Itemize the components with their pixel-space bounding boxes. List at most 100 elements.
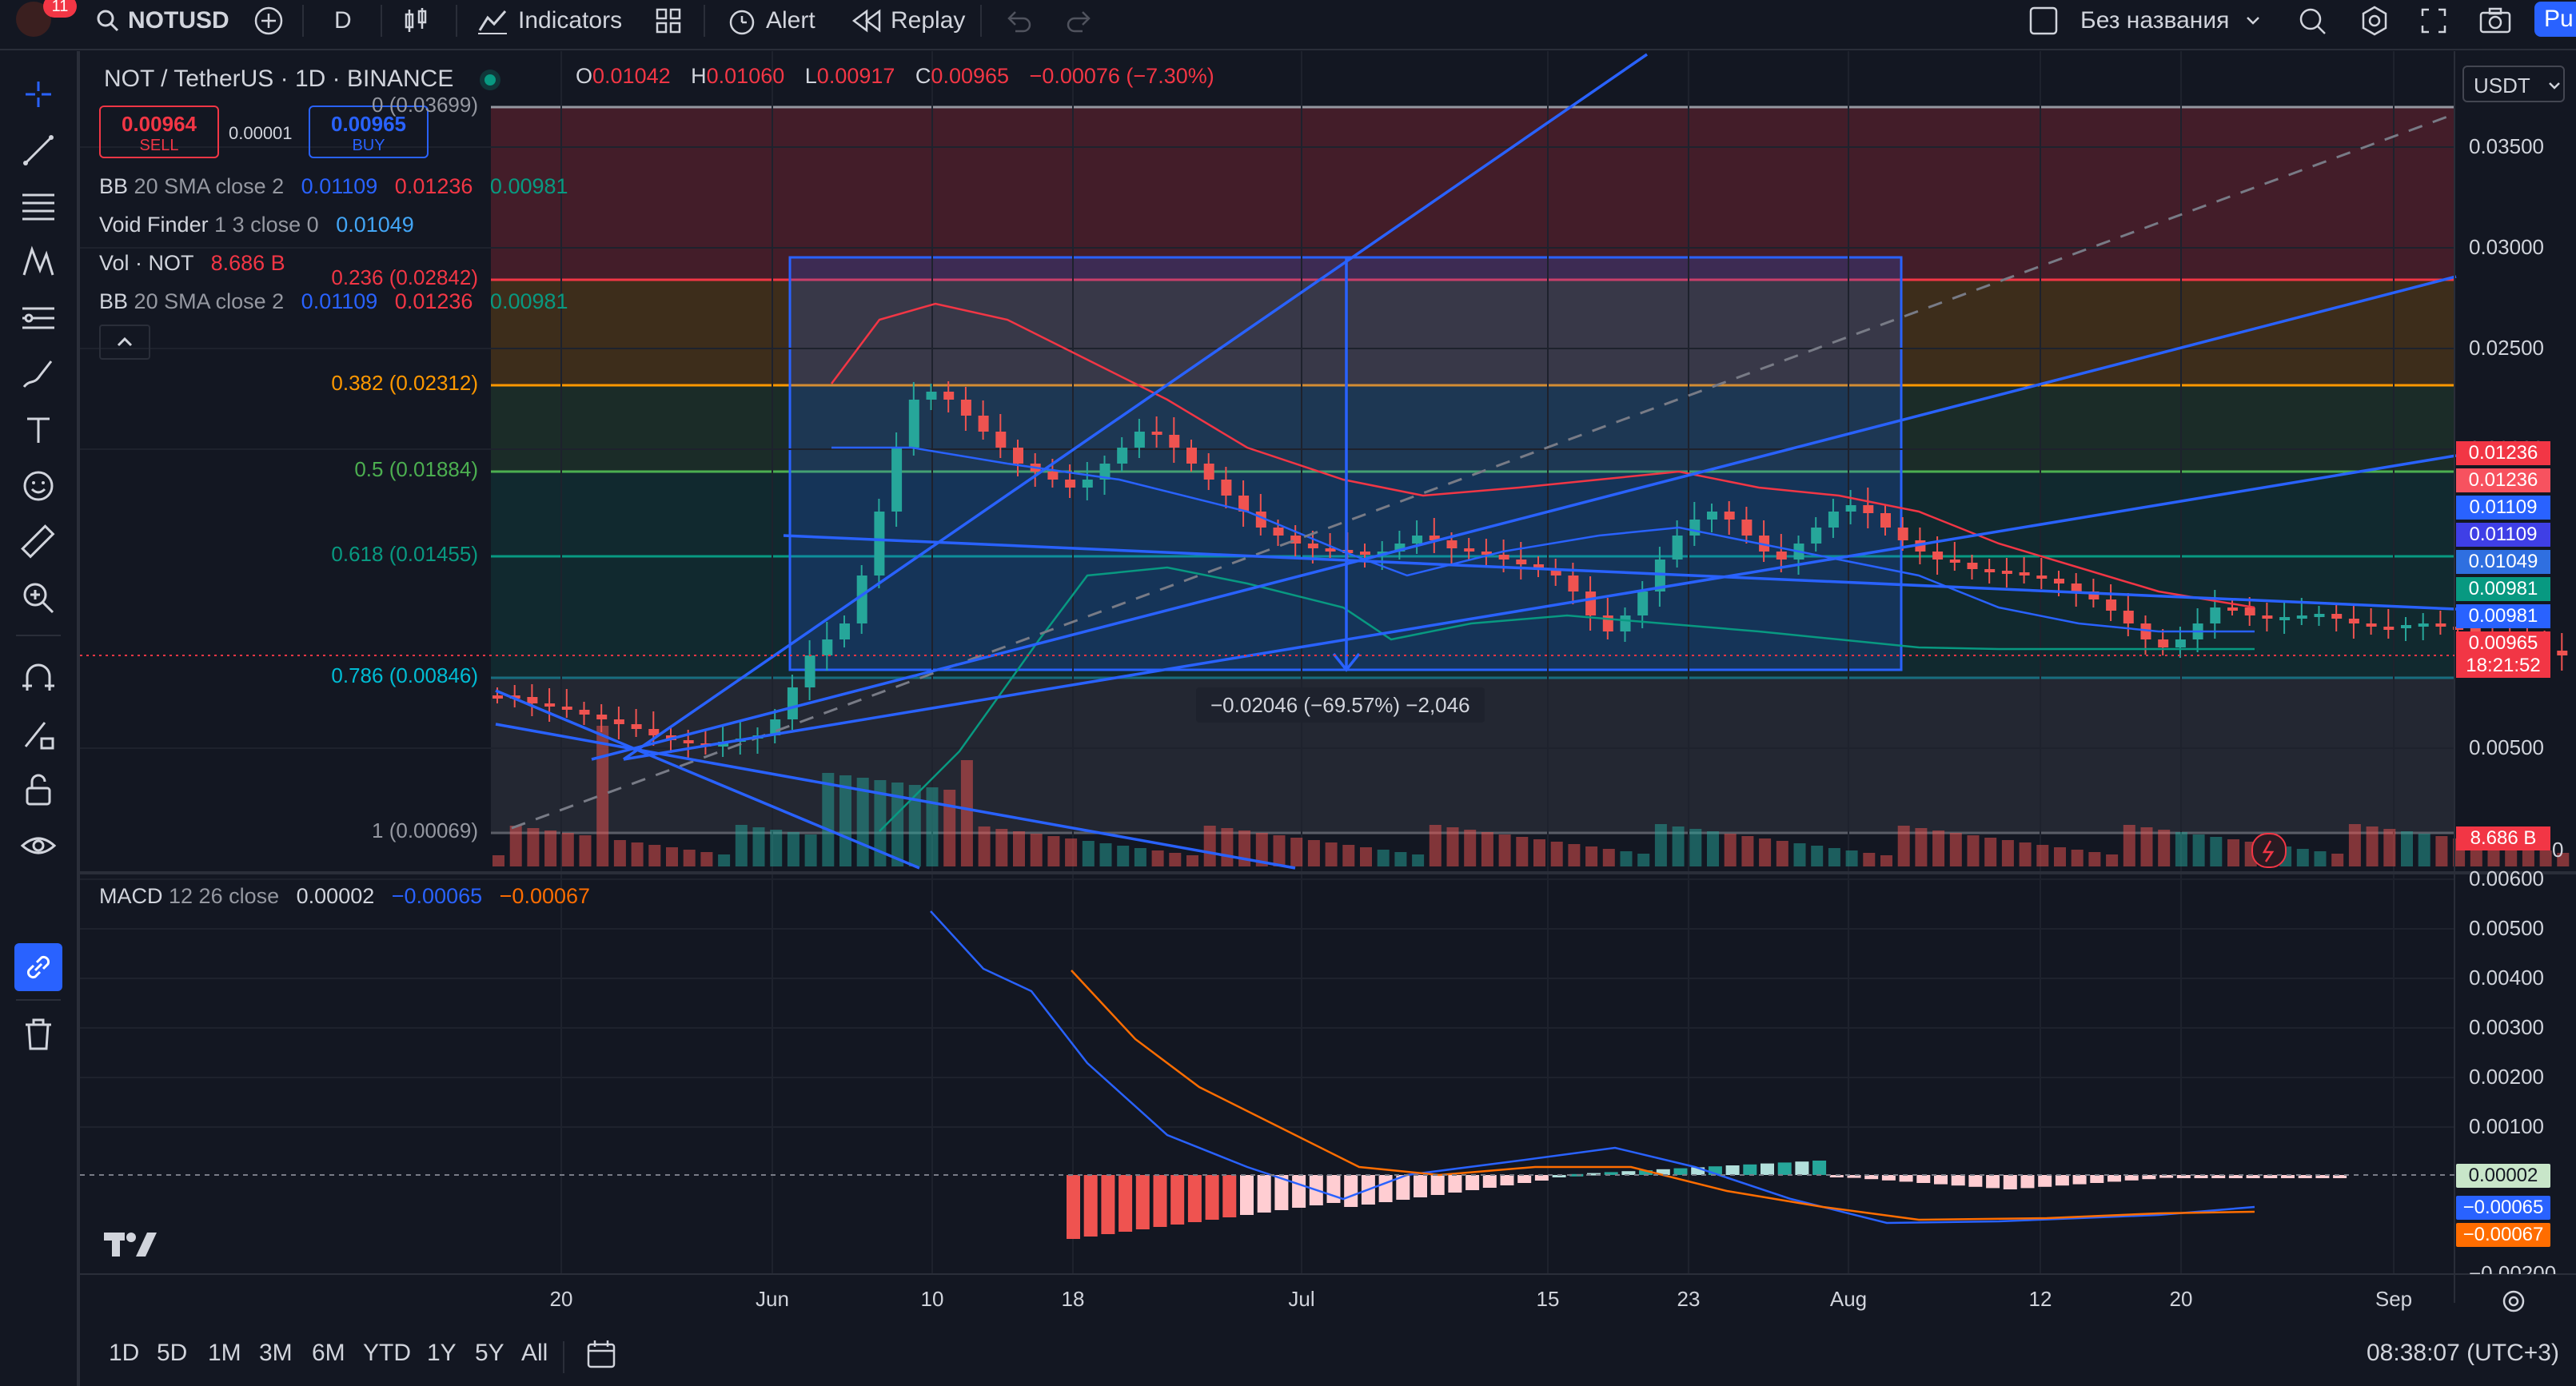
candle[interactable] (995, 432, 1007, 448)
candle[interactable] (2036, 576, 2048, 579)
layout-menu-button[interactable]: Без названия (2028, 0, 2263, 42)
range-button-1d[interactable]: 1D (109, 1340, 140, 1366)
candle[interactable] (1203, 464, 1214, 480)
candle[interactable] (1984, 569, 1996, 572)
redo-button[interactable] (1065, 0, 1094, 42)
candle[interactable] (856, 576, 867, 623)
candle[interactable] (1585, 591, 1597, 615)
candle[interactable] (1793, 544, 1804, 560)
candle[interactable] (596, 715, 608, 719)
candle[interactable] (770, 719, 781, 735)
compare-symbol-button[interactable] (253, 0, 285, 42)
lightning-alert-button[interactable] (2251, 833, 2287, 868)
candle[interactable] (1880, 513, 1891, 528)
support-line-low-2[interactable] (495, 689, 920, 870)
bb-legend-2[interactable]: BB 20 SMA close 2 0.01109 0.01236 0.0098… (99, 289, 568, 313)
channel-line-lower[interactable] (623, 454, 2457, 761)
range-button-all[interactable]: All (521, 1340, 548, 1366)
candle[interactable] (1255, 512, 1266, 528)
projection-tool[interactable] (19, 299, 58, 337)
candle[interactable] (1065, 480, 1076, 488)
candle[interactable] (2348, 619, 2359, 623)
candle[interactable] (1429, 536, 1440, 540)
currency-select[interactable]: USDT (2462, 66, 2565, 102)
candle[interactable] (666, 735, 676, 740)
candle[interactable] (1446, 540, 1457, 548)
candle[interactable] (2106, 599, 2117, 611)
candle[interactable] (2262, 615, 2273, 619)
collapse-legend-button[interactable] (99, 325, 150, 360)
candle[interactable] (1620, 615, 1631, 631)
candle[interactable] (2296, 615, 2307, 619)
candle[interactable] (1325, 548, 1336, 552)
range-button-1y[interactable]: 1Y (427, 1340, 457, 1366)
time-axis-settings-button[interactable] (2499, 1287, 2528, 1320)
candle[interactable] (1047, 472, 1059, 480)
brush-tool[interactable] (19, 355, 58, 393)
candle[interactable] (735, 739, 746, 742)
date-range-button[interactable] (585, 1338, 617, 1374)
volume-legend[interactable]: Vol · NOT 8.686 B (99, 251, 285, 275)
candle[interactable] (891, 448, 903, 512)
candle[interactable] (1949, 560, 1960, 563)
candle[interactable] (2331, 614, 2343, 619)
range-button-5d[interactable]: 5D (157, 1340, 188, 1366)
candle[interactable] (544, 703, 556, 707)
candle[interactable] (1828, 512, 1839, 528)
candle[interactable] (2383, 627, 2395, 630)
replay-button[interactable]: Replay (851, 0, 965, 42)
candle[interactable] (1637, 591, 1649, 615)
candle[interactable] (1013, 448, 1023, 464)
indicators-button[interactable]: Indicators (477, 0, 622, 42)
fullscreen-button[interactable] (2419, 0, 2448, 42)
candle[interactable] (631, 724, 642, 729)
candle[interactable] (804, 655, 815, 687)
candle[interactable] (1360, 552, 1370, 555)
candle[interactable] (787, 687, 798, 719)
symbol-search-button[interactable]: NOTUSD (96, 0, 229, 42)
candle[interactable] (1394, 544, 1406, 552)
candle[interactable] (1932, 552, 1944, 560)
macd-legend[interactable]: MACD 12 26 close 0.00002 −0.00065 −0.000… (99, 884, 591, 908)
range-button-3m[interactable]: 3M (259, 1340, 293, 1366)
candle[interactable] (1811, 528, 1822, 544)
candle[interactable] (908, 400, 919, 448)
candle[interactable] (1724, 512, 1735, 520)
range-button-6m[interactable]: 6M (312, 1340, 345, 1366)
remove-drawings-tool[interactable] (19, 1015, 58, 1053)
clock[interactable]: 08:38:07 (UTC+3) (2367, 1340, 2559, 1366)
candle[interactable] (2192, 623, 2203, 639)
candle[interactable] (2001, 571, 2012, 574)
candle[interactable] (683, 740, 694, 743)
candle[interactable] (2418, 623, 2429, 627)
candle[interactable] (561, 707, 572, 710)
zoom-tool[interactable] (19, 579, 58, 617)
candle[interactable] (2210, 607, 2221, 623)
candle[interactable] (492, 695, 503, 699)
candle[interactable] (1498, 555, 1509, 560)
candle[interactable] (1273, 528, 1284, 536)
fib-tool[interactable] (19, 187, 58, 225)
candle[interactable] (509, 695, 520, 699)
sell-button[interactable]: 0.00964 SELL (99, 106, 219, 158)
trend-line[interactable] (623, 53, 1648, 761)
descending-line[interactable] (783, 534, 2457, 611)
candle[interactable] (943, 392, 955, 400)
candle[interactable] (1238, 496, 1250, 512)
candle[interactable] (2175, 639, 2186, 647)
tradingview-logo[interactable] (104, 1231, 157, 1262)
undo-button[interactable] (1004, 0, 1033, 42)
candle[interactable] (1082, 480, 1093, 488)
candle[interactable] (2123, 611, 2134, 623)
candle[interactable] (1897, 528, 1908, 540)
candle[interactable] (1186, 448, 1197, 464)
candle[interactable] (2314, 614, 2325, 617)
candle[interactable] (1689, 520, 1701, 536)
pattern-tool[interactable] (19, 243, 58, 281)
range-button-ytd[interactable]: YTD (363, 1340, 411, 1366)
candle[interactable] (839, 623, 850, 639)
symbol-legend[interactable]: NOT / TetherUS · 1D · BINANCE (104, 66, 496, 93)
candle[interactable] (1169, 435, 1180, 448)
candle[interactable] (2140, 623, 2151, 639)
candle[interactable] (1863, 505, 1874, 513)
